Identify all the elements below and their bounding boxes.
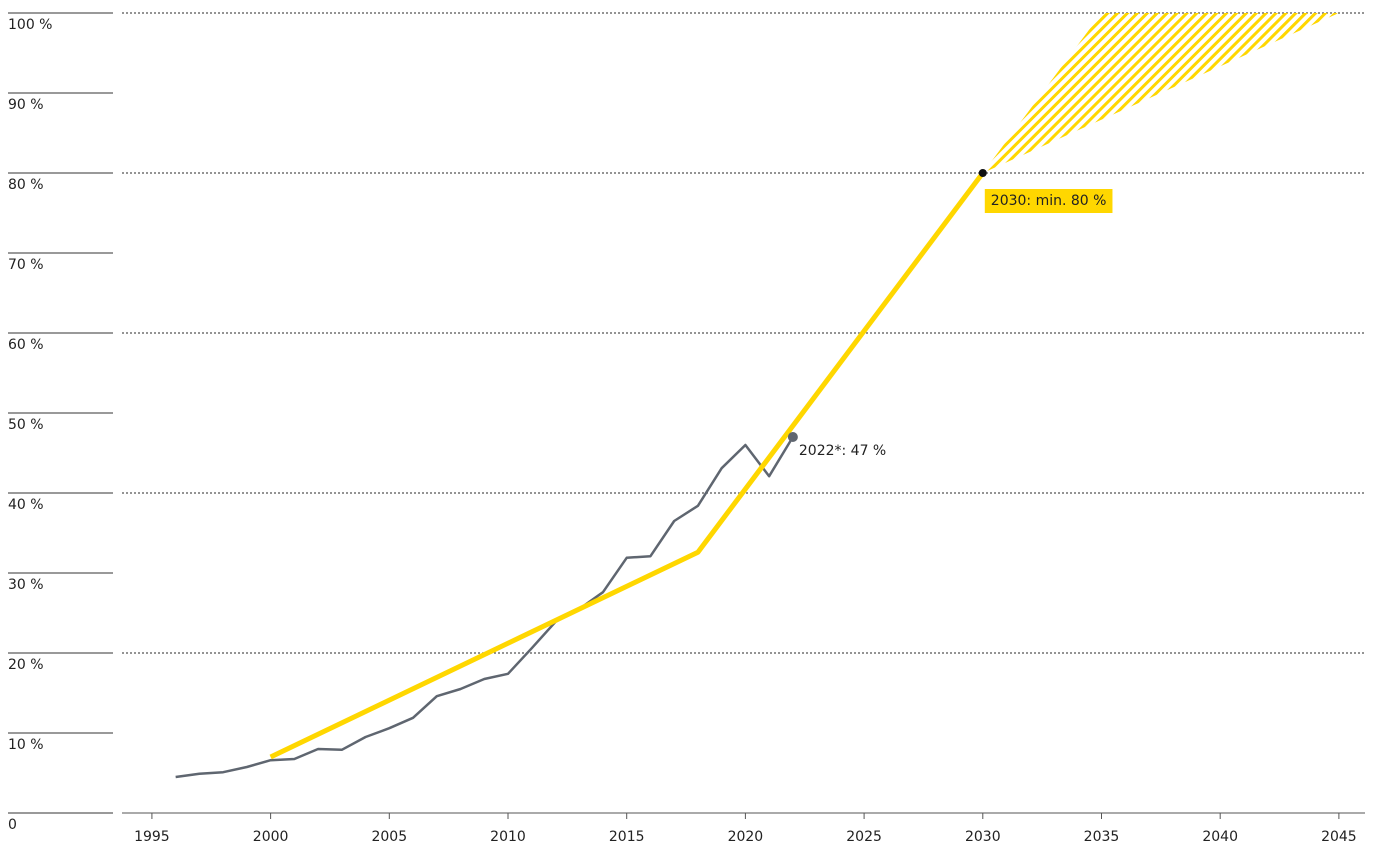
- y-tick-label: 70 %: [8, 257, 44, 273]
- x-tick-label: 1995: [134, 829, 170, 845]
- y-tick-label: 100 %: [8, 17, 52, 33]
- x-tick-label: 2020: [728, 829, 764, 845]
- annotation-label: 2022*: 47 %: [799, 443, 886, 459]
- end-point: [787, 432, 798, 442]
- target-corridor: [982, 13, 1339, 173]
- x-tick-label: 2010: [490, 829, 526, 845]
- y-tick-label: 0: [8, 817, 17, 833]
- x-tick-label: 2030: [965, 829, 1001, 845]
- x-tick-label: 2040: [1202, 829, 1238, 845]
- annotation-box: [984, 189, 1113, 213]
- x-tick-label: 2045: [1321, 829, 1357, 845]
- y-tick-label: 60 %: [8, 337, 44, 353]
- series-line: [175, 436, 794, 779]
- x-tick-label: 2015: [609, 829, 645, 845]
- y-tick-label: 40 %: [8, 497, 44, 513]
- y-tick-label: 50 %: [8, 417, 44, 433]
- x-tick-label: 2005: [371, 829, 407, 845]
- y-tick-label: 90 %: [8, 97, 44, 113]
- y-tick-label: 10 %: [8, 737, 44, 753]
- y-tick-label: 30 %: [8, 577, 44, 593]
- x-tick-label: 2000: [253, 829, 289, 845]
- y-tick-label: 80 %: [8, 177, 44, 193]
- y-tick-label: 20 %: [8, 657, 44, 673]
- x-tick-label: 2025: [846, 829, 882, 845]
- x-tick-label: 2035: [1084, 829, 1120, 845]
- target-point: [978, 169, 987, 177]
- annotation-label: 2030: min. 80 %: [991, 193, 1107, 209]
- series-line: [269, 171, 985, 760]
